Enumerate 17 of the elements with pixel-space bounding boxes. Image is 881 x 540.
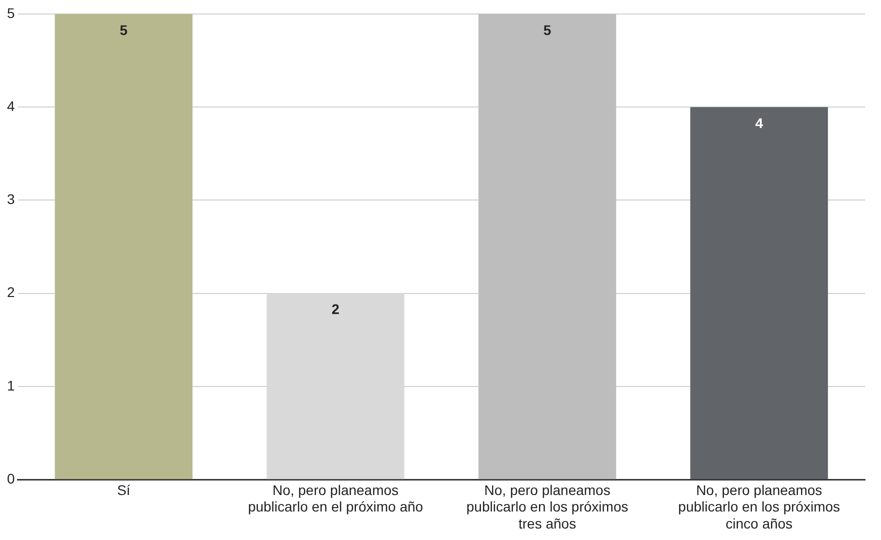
y-tick-label: 3 xyxy=(6,191,15,208)
x-tick-label: Sí xyxy=(117,482,130,498)
x-tick-label: No, pero planeamos publicarlo en los próximos cinco años xyxy=(678,482,840,532)
x-tick-label: No, pero planeamos publicarlo en el próximo año xyxy=(248,482,424,515)
bar xyxy=(690,107,828,480)
data-label: 5 xyxy=(543,22,552,38)
y-tick-label: 0 xyxy=(6,470,15,486)
y-tick-label: 4 xyxy=(6,98,15,114)
data-label: 4 xyxy=(755,114,764,131)
bar xyxy=(54,14,193,480)
x-tick-label: No, pero planeamos publicarlo en los próximos tres años xyxy=(466,482,628,532)
data-label: 2 xyxy=(332,301,340,318)
data-label: 5 xyxy=(120,22,128,38)
y-tick-label: 1 xyxy=(6,377,15,394)
y-tick-label: 5 xyxy=(6,4,15,21)
bar xyxy=(478,14,616,480)
y-tick-label: 2 xyxy=(6,284,15,300)
